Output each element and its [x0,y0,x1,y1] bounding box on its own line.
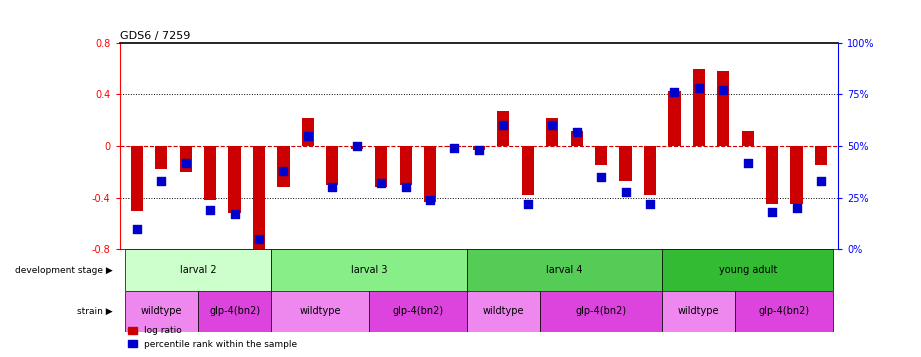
Text: wildtype: wildtype [299,306,341,316]
Point [227,211,242,217]
Point [740,160,755,166]
Text: larval 3: larval 3 [351,265,387,275]
Text: GDS6 / 7259: GDS6 / 7259 [120,31,190,41]
Point [520,201,535,207]
Point [813,178,828,184]
Bar [424,146,437,202]
Bar [546,118,558,146]
Bar [662,250,834,291]
Bar [815,146,827,166]
Text: wildtype: wildtype [678,306,719,316]
Point [692,85,706,91]
Bar [472,146,485,150]
Text: wildtype: wildtype [141,306,182,316]
Bar [253,146,265,250]
Point [569,129,584,135]
Point [716,87,730,93]
Point [447,145,461,151]
Bar [204,146,216,200]
Bar [570,131,583,146]
Point [618,189,633,195]
Point [398,185,413,190]
Point [203,207,217,213]
Bar [790,146,803,204]
Point [423,197,437,203]
Bar [271,291,369,332]
Bar [717,71,729,146]
Bar [228,146,240,213]
Text: glp-4(bn2): glp-4(bn2) [209,306,260,316]
Bar [449,146,460,147]
Bar [540,291,662,332]
Bar [400,146,412,185]
Bar [669,91,681,146]
Point [349,143,364,149]
Text: development stage ▶: development stage ▶ [15,266,112,275]
Point [643,201,658,207]
Bar [467,291,540,332]
Bar [521,146,534,195]
Bar [277,146,289,187]
Legend: log ratio, percentile rank within the sample: log ratio, percentile rank within the sa… [124,323,301,352]
Bar [662,291,736,332]
Point [472,147,486,153]
Point [667,90,682,95]
Bar [326,146,338,185]
Text: larval 2: larval 2 [180,265,216,275]
Point [276,168,291,174]
Bar [766,146,778,204]
Bar [124,250,271,291]
Bar [351,146,363,149]
Bar [180,146,192,172]
Bar [369,291,467,332]
Text: glp-4(bn2): glp-4(bn2) [392,306,443,316]
Text: strain ▶: strain ▶ [77,307,112,316]
Bar [375,146,388,187]
Point [300,133,315,139]
Point [130,226,145,232]
Point [496,122,511,128]
Bar [693,69,705,146]
Bar [467,250,662,291]
Point [179,160,193,166]
Point [545,122,560,128]
Bar [595,146,607,166]
Point [374,180,389,186]
Text: wildtype: wildtype [483,306,524,316]
Bar [198,291,271,332]
Point [789,205,804,211]
Bar [620,146,632,181]
Bar [741,131,753,146]
Bar [497,111,509,146]
Text: glp-4(bn2): glp-4(bn2) [759,306,810,316]
Point [154,178,169,184]
Text: glp-4(bn2): glp-4(bn2) [576,306,626,316]
Point [764,209,779,215]
Text: larval 4: larval 4 [546,265,583,275]
Bar [302,118,314,146]
Bar [155,146,168,169]
Bar [644,146,656,195]
Point [594,174,609,180]
Bar [736,291,834,332]
Bar [124,291,198,332]
Text: young adult: young adult [718,265,777,275]
Bar [131,146,143,211]
Point [251,236,266,242]
Bar [271,250,467,291]
Point [325,185,340,190]
